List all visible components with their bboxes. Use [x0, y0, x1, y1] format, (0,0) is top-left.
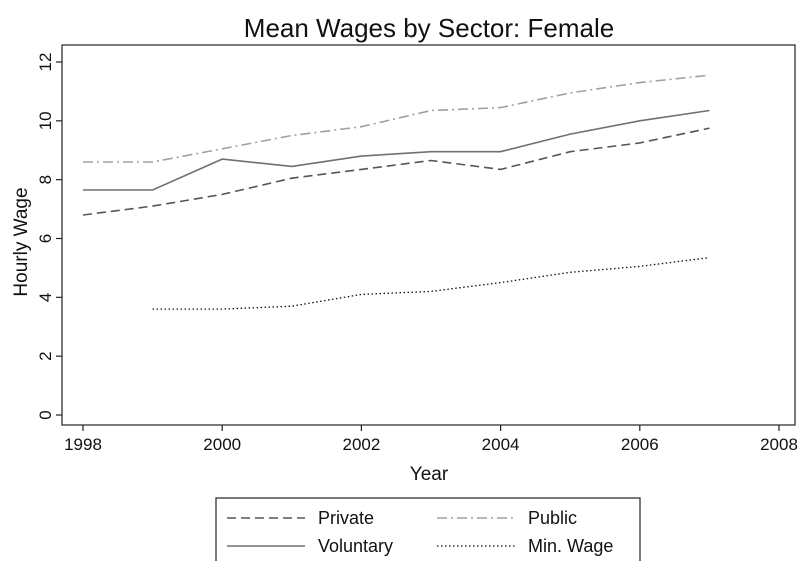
series-line-min-wage — [152, 256, 710, 310]
chart-title: Mean Wages by Sector: Female — [244, 13, 614, 43]
plot-frame — [61, 44, 796, 426]
y-tick-label: 2 — [36, 351, 55, 360]
legend-label: Public — [528, 508, 577, 528]
series-line-public — [83, 74, 710, 163]
legend-label: Voluntary — [318, 536, 393, 556]
y-tick-label: 10 — [36, 111, 55, 130]
x-tick-label: 2002 — [342, 435, 380, 454]
y-tick-label: 8 — [36, 175, 55, 184]
plot-area: 0 2 4 6 8 10 12 1998 2000 2002 2004 2006 2008 — [36, 44, 798, 454]
x-tick-label: 1998 — [64, 435, 102, 454]
legend-label: Private — [318, 508, 374, 528]
x-tick-label: 2000 — [203, 435, 241, 454]
y-tick-label: 12 — [36, 53, 55, 72]
x-tick-label: 2008 — [760, 435, 798, 454]
y-tick-label: 0 — [36, 410, 55, 419]
y-axis-title: Hourly Wage — [11, 187, 32, 296]
x-axis-title: Year — [410, 464, 449, 485]
legend-box — [215, 497, 641, 561]
y-tick-label: 6 — [36, 234, 55, 243]
series-line-voluntary — [83, 109, 710, 191]
legend: Private Public Voluntary Min. Wage — [215, 497, 641, 561]
x-tick-label: 2004 — [482, 435, 520, 454]
legend-label: Min. Wage — [528, 536, 613, 556]
series-line-private — [82, 127, 710, 216]
y-tick-label: 4 — [36, 293, 55, 302]
x-tick-label: 2006 — [621, 435, 659, 454]
